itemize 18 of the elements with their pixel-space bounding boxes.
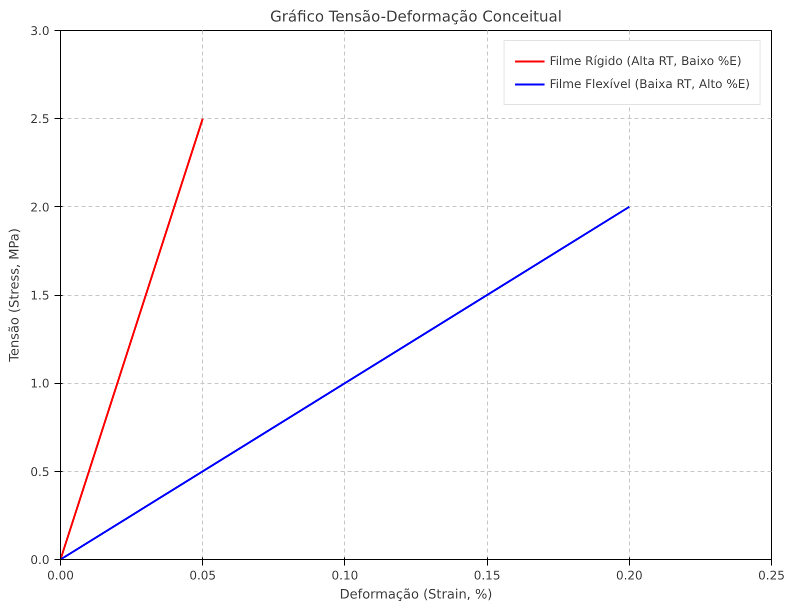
x-tick-label: 0.05	[189, 568, 216, 582]
y-tick-label: 3.0	[30, 24, 50, 38]
x-tick-label: 0.00	[47, 568, 74, 582]
legend-label: Filme Rígido (Alta RT, Baixo %E)	[550, 54, 742, 68]
chart-title: Gráfico Tensão-Deformação Conceitual	[270, 8, 562, 26]
x-tick-label: 0.25	[758, 568, 785, 582]
y-tick-label: 2.5	[30, 112, 50, 126]
y-tick-label: 1.5	[30, 288, 50, 302]
y-tick-label: 2.0	[30, 200, 50, 214]
x-tick-label: 0.20	[616, 568, 643, 582]
y-tick-label: 1.0	[30, 376, 50, 391]
x-tick-label: 0.15	[474, 568, 500, 582]
y-tick-label: 0.5	[30, 464, 50, 479]
x-axis-title: Deformação (Strain, %)	[340, 588, 492, 602]
y-tick-label: 0.0	[30, 553, 50, 567]
x-tick-label: 0.10	[332, 568, 358, 582]
legend-label: Filme Flexível (Baixa RT, Alto %E)	[550, 77, 750, 91]
y-axis-title: Tensão (Stress, MPa)	[7, 228, 22, 363]
